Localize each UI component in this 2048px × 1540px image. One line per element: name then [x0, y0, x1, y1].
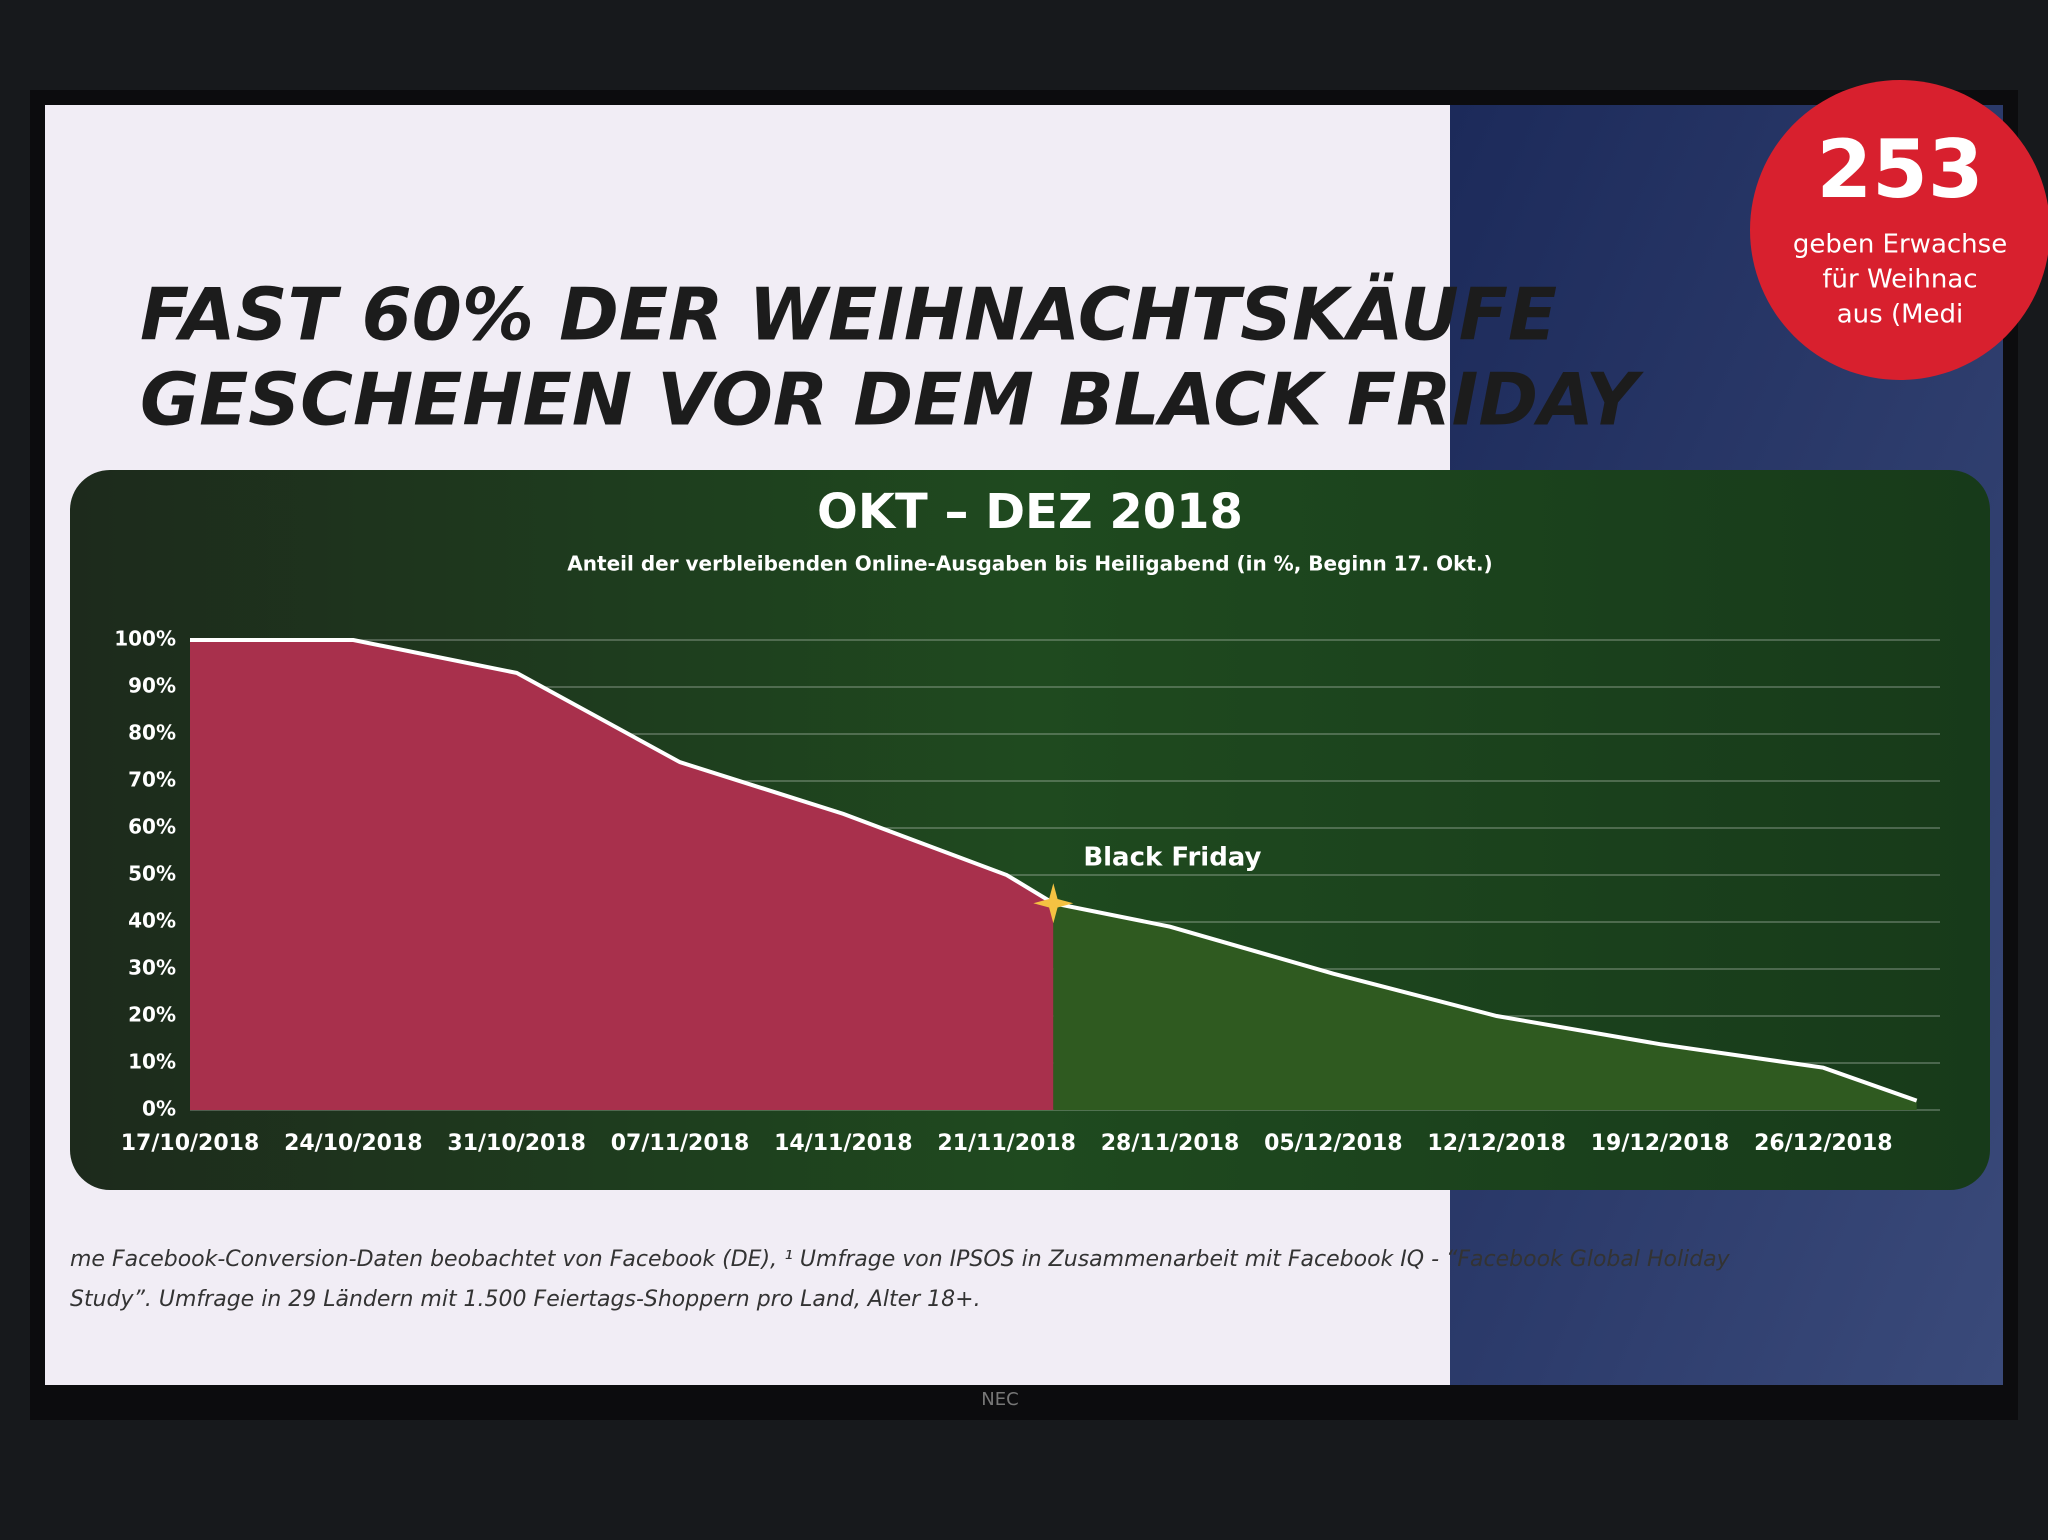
badge — [1750, 80, 2048, 380]
y-tick-label: 40% — [128, 909, 176, 933]
y-tick-label: 30% — [128, 956, 176, 980]
x-tick-label: 17/10/2018 — [121, 1131, 260, 1156]
badge-text: aus (Medi — [1837, 300, 1964, 330]
chart-title: OKT – DEZ 2018 — [817, 484, 1243, 540]
x-tick-label: 24/10/2018 — [284, 1131, 423, 1156]
area-after — [1053, 903, 1917, 1110]
area-before — [190, 640, 1054, 1110]
y-tick-label: 90% — [128, 674, 176, 698]
x-tick-label: 05/12/2018 — [1264, 1131, 1403, 1156]
badge-text: geben Erwachse — [1793, 230, 2007, 260]
x-tick-label: 07/11/2018 — [611, 1131, 750, 1156]
x-tick-label: 26/12/2018 — [1754, 1131, 1893, 1156]
y-tick-label: 0% — [142, 1097, 176, 1121]
slide-title: GESCHEHEN VOR DEM BLACK FRIDAY — [140, 358, 1645, 442]
y-tick-label: 20% — [128, 1003, 176, 1027]
x-tick-label: 14/11/2018 — [774, 1131, 913, 1156]
footnote: Study”. Umfrage in 29 Ländern mit 1.500 … — [70, 1287, 981, 1312]
badge-number: 253 — [1817, 123, 1984, 216]
y-tick-label: 10% — [128, 1050, 176, 1074]
footnote: me Facebook-Conversion-Daten beobachtet … — [70, 1247, 1731, 1272]
slide-title: FAST 60% DER WEIHNACHTSKÄUFE — [140, 273, 1557, 357]
x-tick-label: 19/12/2018 — [1591, 1131, 1730, 1156]
y-tick-label: 80% — [128, 721, 176, 745]
x-tick-label: 21/11/2018 — [937, 1131, 1076, 1156]
x-tick-label: 28/11/2018 — [1101, 1131, 1240, 1156]
annotation: Black Friday — [1083, 843, 1261, 873]
x-tick-label: 31/10/2018 — [447, 1131, 586, 1156]
x-tick-label: 12/12/2018 — [1427, 1131, 1566, 1156]
y-tick-label: 50% — [128, 862, 176, 886]
y-tick-label: 100% — [114, 627, 176, 651]
chart-subtitle: Anteil der verbleibenden Online-Ausgaben… — [567, 552, 1492, 576]
black-friday-star — [1033, 883, 1074, 924]
badge-text: für Weihnac — [1822, 265, 1977, 295]
y-tick-label: 70% — [128, 768, 176, 792]
y-tick-label: 60% — [128, 815, 176, 839]
device-label: NEC — [981, 1389, 1018, 1410]
